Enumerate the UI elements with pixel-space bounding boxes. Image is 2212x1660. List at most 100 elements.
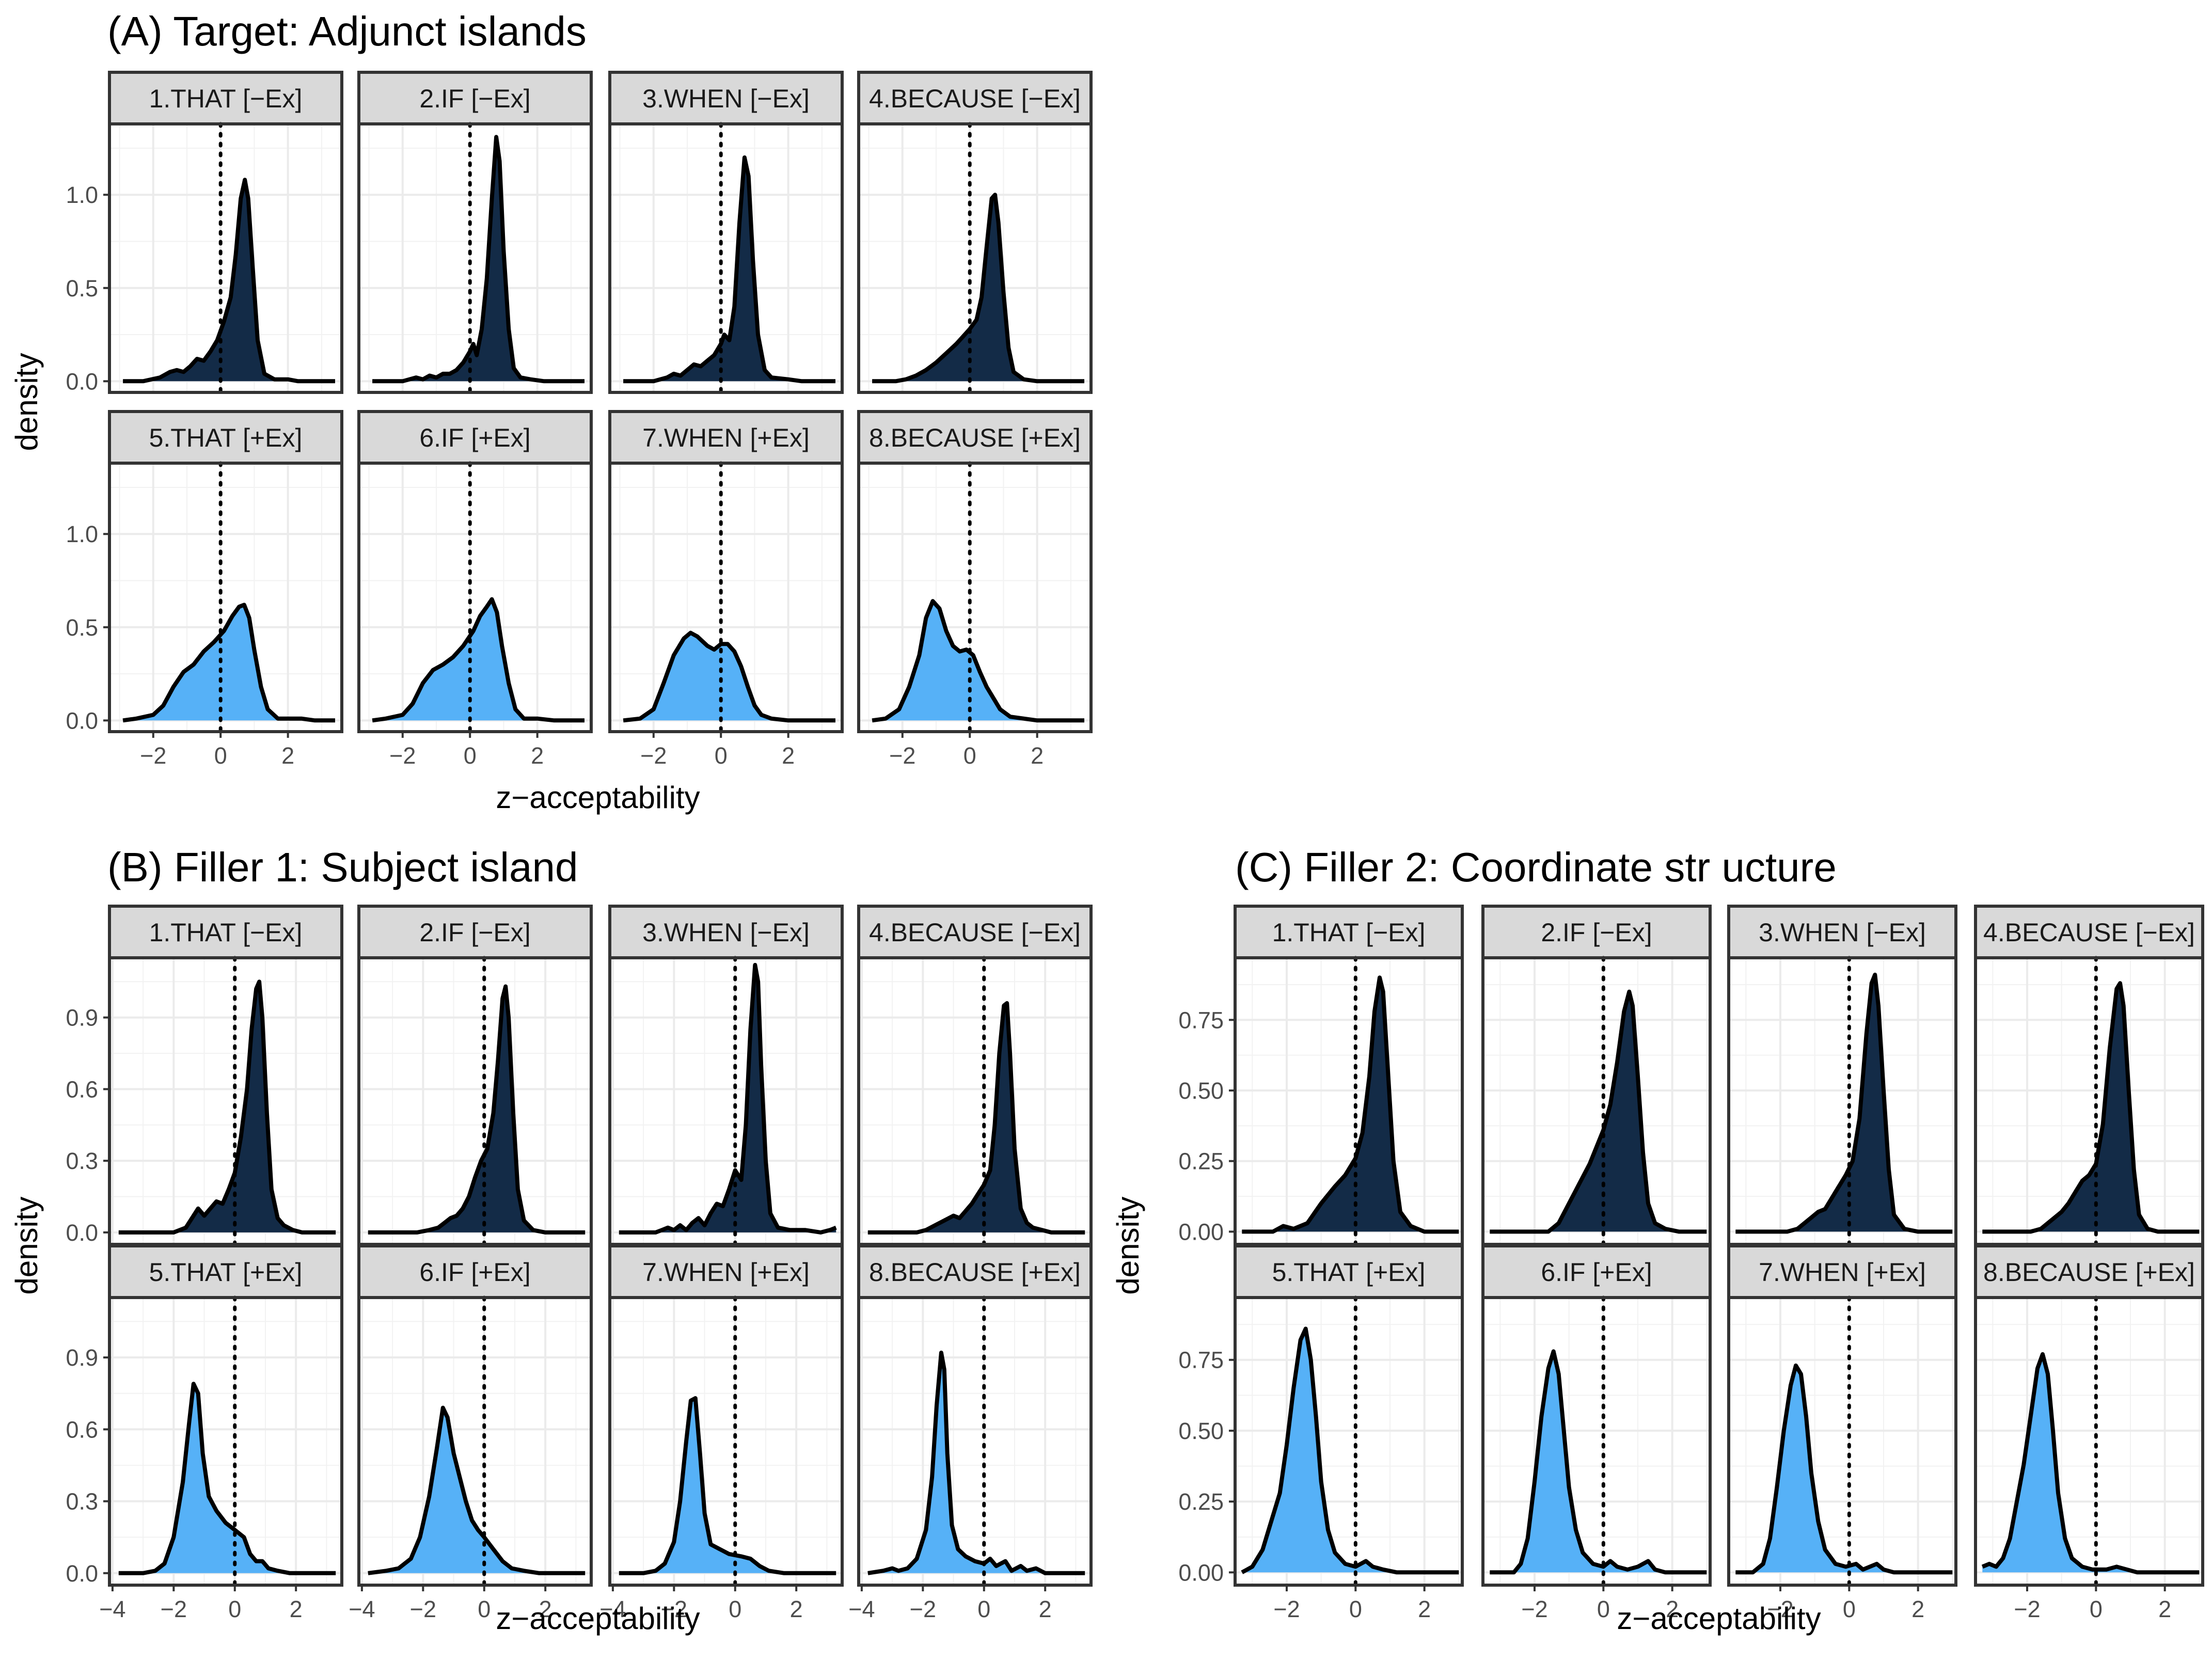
facet-strip <box>857 410 1093 465</box>
facet-label: 8.BECAUSE [+Ex] <box>1983 1258 2195 1287</box>
panel-C-6: 6.IF [+Ex] −2 0 2 <box>1481 1244 1712 1622</box>
x-tick-label: 0 <box>1843 1596 1856 1622</box>
facet-strip <box>1234 1244 1464 1299</box>
y-tick-label: 0.0 <box>66 1220 98 1246</box>
x-tick-label: −2 <box>910 1596 936 1622</box>
x-tick-label: 2 <box>539 1596 552 1622</box>
facet-label: 7.WHEN [+Ex] <box>642 423 810 452</box>
panel-B-2: 2.IF [−Ex] <box>357 905 593 1246</box>
panel-border <box>357 462 593 733</box>
panel-A-4: 4.BECAUSE [−Ex] <box>857 71 1093 394</box>
density-curve <box>368 1405 586 1575</box>
x-tick-label: 2 <box>290 1596 303 1622</box>
x-tick-label: 2 <box>1666 1596 1679 1622</box>
density-curve <box>1735 1363 1953 1575</box>
panel-border <box>357 122 593 394</box>
x-tick-label: −2 <box>140 742 166 769</box>
facet-strip <box>608 410 844 465</box>
facet-label: 2.IF [−Ex] <box>1541 918 1652 947</box>
panel-border <box>857 122 1093 394</box>
density-area <box>1242 1329 1459 1573</box>
x-tick-label: 2 <box>2158 1596 2171 1622</box>
x-tick-label: −2 <box>1273 1596 1300 1622</box>
panel-border <box>608 462 844 733</box>
density-curve <box>623 155 835 384</box>
panel-border <box>1234 1296 1464 1587</box>
panel-A-2: 2.IF [−Ex] <box>357 71 593 394</box>
panel-B-5: 5.THAT [+Ex] 0.0 0.3 0.6 0.9 −4 −2 0 2 <box>66 1244 343 1622</box>
panel-B-1: 1.THAT [−Ex] 0.0 0.3 0.6 0.9 <box>66 905 343 1246</box>
panel-background <box>610 1298 842 1585</box>
panel-border <box>1481 1296 1712 1587</box>
facet-label: 1.THAT [−Ex] <box>1272 918 1426 947</box>
facet-label: 4.BECAUSE [−Ex] <box>869 84 1081 113</box>
panel-border <box>608 122 844 394</box>
facet-label: 3.WHEN [−Ex] <box>642 84 810 113</box>
facet-strip <box>108 905 343 959</box>
panel-C-3: 3.WHEN [−Ex] <box>1727 905 1957 1246</box>
density-curve <box>872 599 1084 723</box>
y-tick-label: 0.0 <box>66 368 98 394</box>
chart-group-C: (C) Filler 2: Coordinate str ucture 1.THA… <box>1111 844 2204 1636</box>
density-area <box>1735 1365 1953 1573</box>
panel-B-7: 7.WHEN [+Ex] −4 −2 0 2 <box>599 1244 844 1622</box>
facet-strip <box>108 71 343 125</box>
density-area <box>1982 983 2200 1232</box>
chart-group-A: (A) Target: Adjunct islands 1.THAT [−Ex] 0… <box>9 8 1093 815</box>
facet-strip <box>608 71 844 125</box>
y-tick-label: 0.25 <box>1178 1489 1224 1515</box>
x-tick-label: −2 <box>161 1596 187 1622</box>
density-curve <box>122 603 335 723</box>
y-tick-label: 0.5 <box>66 614 98 641</box>
x-tick-label: 2 <box>531 742 544 769</box>
facet-label: 3.WHEN [−Ex] <box>1759 918 1926 947</box>
density-curve <box>867 1350 1085 1575</box>
density-area <box>372 599 584 721</box>
x-tick-label: 2 <box>1039 1596 1052 1622</box>
x-tick-label: 2 <box>782 742 795 769</box>
x-tick-label: 0 <box>729 1596 741 1622</box>
chart-title-C: (C) Filler 2: Coordinate str ucture <box>1235 844 1837 890</box>
x-tick-label: 0 <box>464 742 477 769</box>
x-tick-label: 0 <box>1597 1596 1610 1622</box>
facet-strip <box>108 410 343 465</box>
density-curve <box>1982 981 2200 1234</box>
panel-B-6: 6.IF [+Ex] −4 −2 0 2 <box>349 1244 593 1622</box>
panel-border <box>1727 1296 1957 1587</box>
x-tick-label: 0 <box>2090 1596 2103 1622</box>
density-area <box>1490 991 1707 1232</box>
facet-strip <box>357 410 593 465</box>
panel-A-8: 8.BECAUSE [+Ex] −2 0 2 <box>857 410 1093 769</box>
facet-label: 5.THAT [+Ex] <box>149 423 303 452</box>
x-tick-label: −4 <box>99 1596 125 1622</box>
x-tick-label: −2 <box>640 742 667 769</box>
panel-background <box>859 1298 1091 1585</box>
x-tick-label: −2 <box>410 1596 436 1622</box>
panel-border <box>857 1296 1093 1587</box>
x-axis-title: z−acceptability <box>496 780 700 815</box>
panel-background <box>1729 1298 1956 1585</box>
x-tick-label: −2 <box>889 742 915 769</box>
panel-border <box>108 462 343 733</box>
panel-border <box>357 1296 593 1587</box>
facet-label: 5.THAT [+Ex] <box>1272 1258 1426 1287</box>
y-tick-label: 0.0 <box>66 707 98 734</box>
facet-label: 7.WHEN [+Ex] <box>1759 1258 1926 1287</box>
density-curve <box>368 984 586 1235</box>
facet-label: 1.THAT [−Ex] <box>149 918 303 947</box>
x-tick-label: 0 <box>977 1596 990 1622</box>
facet-label: 5.THAT [+Ex] <box>149 1258 303 1287</box>
facet-strip <box>1234 905 1464 959</box>
facet-label: 8.BECAUSE [+Ex] <box>869 1258 1081 1287</box>
facet-label: 2.IF [−Ex] <box>419 918 530 947</box>
x-tick-label: −4 <box>848 1596 875 1622</box>
panel-C-5: 5.THAT [+Ex] 0.00 0.25 0.50 0.75 −2 0 2 <box>1178 1244 1464 1622</box>
x-tick-label: 2 <box>790 1596 803 1622</box>
density-curve <box>619 1396 836 1575</box>
facet-strip <box>857 905 1093 959</box>
x-axis-title: z−acceptability <box>496 1601 700 1636</box>
panel-A-1: 1.THAT [−Ex] 0.0 0.5 1.0 <box>66 71 343 394</box>
facet-label: 6.IF [+Ex] <box>419 423 530 452</box>
facet-label: 4.BECAUSE [−Ex] <box>869 918 1081 947</box>
